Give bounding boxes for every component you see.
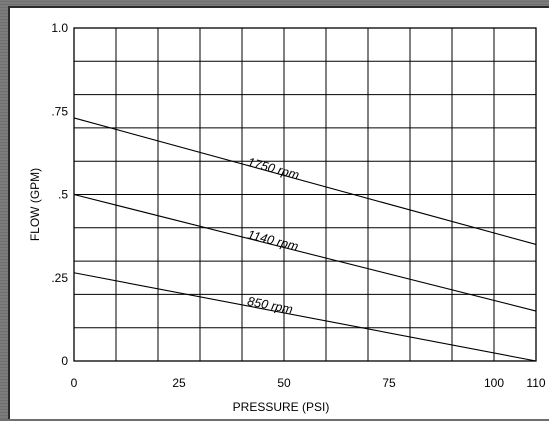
series-label: 1140 rpm (246, 227, 300, 253)
x-tick-label: 50 (277, 376, 291, 390)
x-axis-title: PRESSURE (PSI) (233, 400, 330, 414)
series-line-850-rpm (73, 272, 537, 362)
y-tick-label: 1.0 (51, 21, 68, 35)
y-tick-label: .25 (51, 271, 68, 285)
y-tick-labels: 0 .25 .5 .75 1.0 (51, 21, 68, 368)
x-tick-labels: 0 25 50 75 100 110 (71, 376, 546, 390)
y-tick-label: 0 (61, 354, 68, 368)
series-line-1140-rpm (73, 193, 537, 312)
grid (73, 27, 537, 362)
flow-pressure-chart: 1750 rpm 1140 rpm 850 rpm 0 25 50 75 100 110 0.… (28, 21, 546, 414)
y-tick-label: .5 (58, 188, 68, 202)
series-labels: 1750 rpm 1140 rpm 850 rpm (246, 155, 301, 317)
series-lines (73, 117, 537, 362)
x-tick-label: 100 (484, 376, 504, 390)
series-line-1750-rpm (73, 117, 537, 245)
series-label: 850 rpm (246, 294, 294, 316)
x-tick-label: 25 (172, 376, 186, 390)
y-tick-label: .75 (51, 104, 68, 118)
x-tick-label: 75 (382, 376, 396, 390)
x-tick-label: 110 (526, 376, 545, 390)
y-axis-title: FLOW (GPM) (28, 168, 42, 241)
series-label: 1750 rpm (246, 155, 301, 182)
x-tick-label: 0 (71, 376, 78, 390)
chart-panel: 1750 rpm 1140 rpm 850 rpm 0 25 50 75 100 110 0.… (8, 6, 549, 419)
